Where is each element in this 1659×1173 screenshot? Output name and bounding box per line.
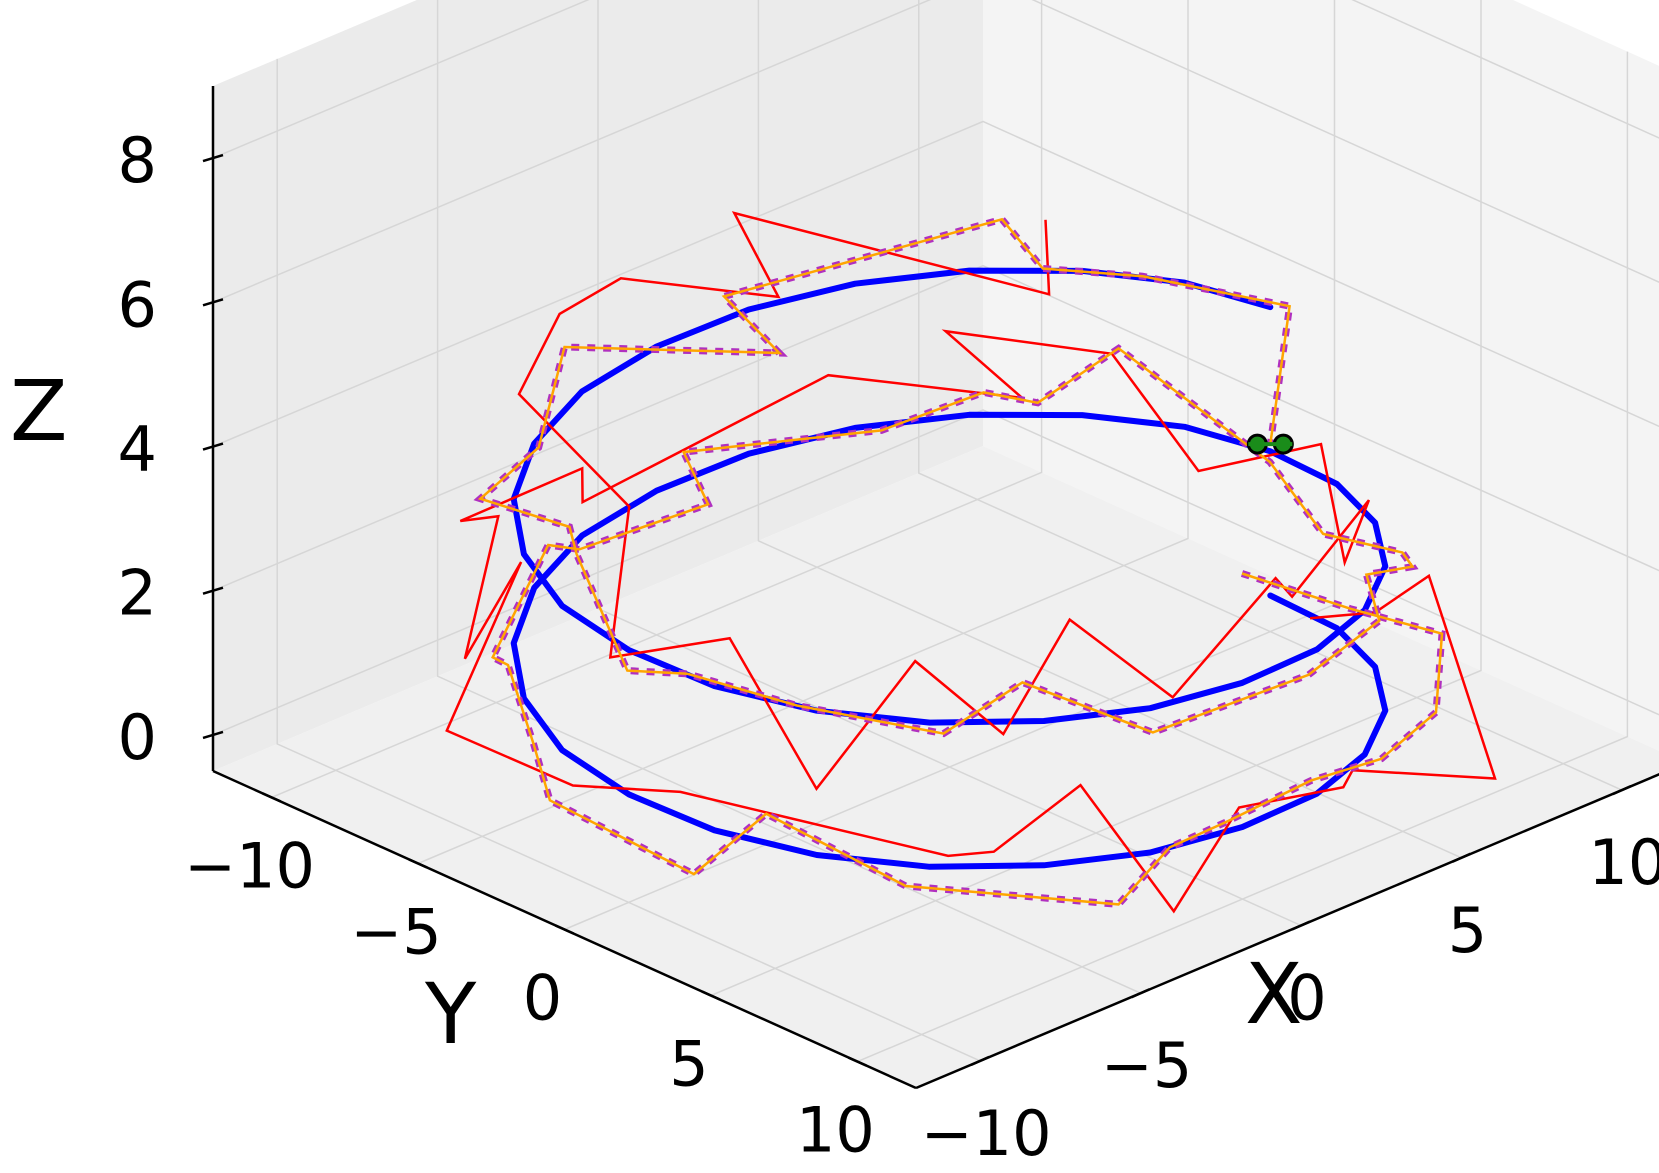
x-grid-line — [918, 0, 1623, 791]
z-axis-title: Z — [10, 362, 68, 460]
x-grid-line — [597, 0, 1302, 927]
y-tick-mark — [701, 990, 721, 1001]
y-tick-label: −5 — [350, 895, 441, 968]
y-tick-label: 5 — [669, 1028, 708, 1101]
z-tick-mark — [202, 153, 224, 163]
x-axis-title: X — [1245, 945, 1303, 1043]
x-grid-line — [757, 0, 1462, 859]
z-grid-line — [212, 409, 1659, 736]
y-tick-mark — [847, 1056, 867, 1067]
z-tick-mark — [202, 586, 224, 595]
x-tick-mark — [1291, 920, 1311, 931]
reference-trajectory-line — [510, 267, 1389, 870]
x-tick-label: −5 — [1101, 1029, 1192, 1102]
z-tick-label: 8 — [118, 124, 157, 197]
z-tick-mark — [202, 730, 224, 740]
tick-labels: 0 2 4 6 8 −10 −5 0 5 10 −10 −5 0 5 10 — [118, 124, 1659, 1170]
x-tick-label: 0 — [1287, 962, 1326, 1035]
y-grid-line — [417, 0, 1189, 865]
y-tick-mark — [408, 858, 428, 869]
z-tick-mark — [202, 298, 224, 307]
x-tick-mark — [1612, 784, 1632, 796]
x-tick-mark — [1131, 988, 1151, 999]
z-grid-line — [212, 0, 1659, 303]
y-tick-label: −10 — [184, 829, 315, 902]
axis-lines — [202, 86, 1659, 1090]
y-axis-title: Y — [424, 965, 477, 1063]
y-tick-label: 0 — [523, 962, 562, 1035]
x-tick-mark — [970, 1055, 990, 1067]
x-tick-label: −10 — [921, 1097, 1052, 1170]
data-series — [445, 211, 1497, 914]
y-tick-label: 10 — [796, 1094, 875, 1167]
z-tick-label: 0 — [118, 701, 157, 774]
x-grid-line — [436, 0, 1141, 994]
x-tick-label: 10 — [1588, 826, 1659, 899]
z-grid-line — [212, 0, 1659, 159]
z-tick-label: 6 — [118, 268, 157, 341]
z-tick-mark — [202, 442, 224, 451]
y-grid-line — [271, 0, 1043, 799]
z-grid-line — [212, 264, 1659, 592]
estimate-line — [477, 217, 1444, 906]
y-tick-mark — [262, 792, 282, 803]
z-tick-label: 4 — [118, 413, 157, 486]
side-wall-pane — [983, 0, 1659, 751]
y-grid-line — [857, 51, 1629, 1063]
x-grid-line — [276, 58, 981, 1062]
z-grid-line — [212, 120, 1659, 448]
y-tick-mark — [554, 924, 575, 935]
y-grid-line — [710, 0, 1482, 997]
x-tick-label: 5 — [1448, 894, 1487, 967]
z-tick-label: 2 — [118, 557, 157, 630]
measurement-line — [445, 211, 1497, 914]
x-tick-mark — [1451, 852, 1471, 863]
